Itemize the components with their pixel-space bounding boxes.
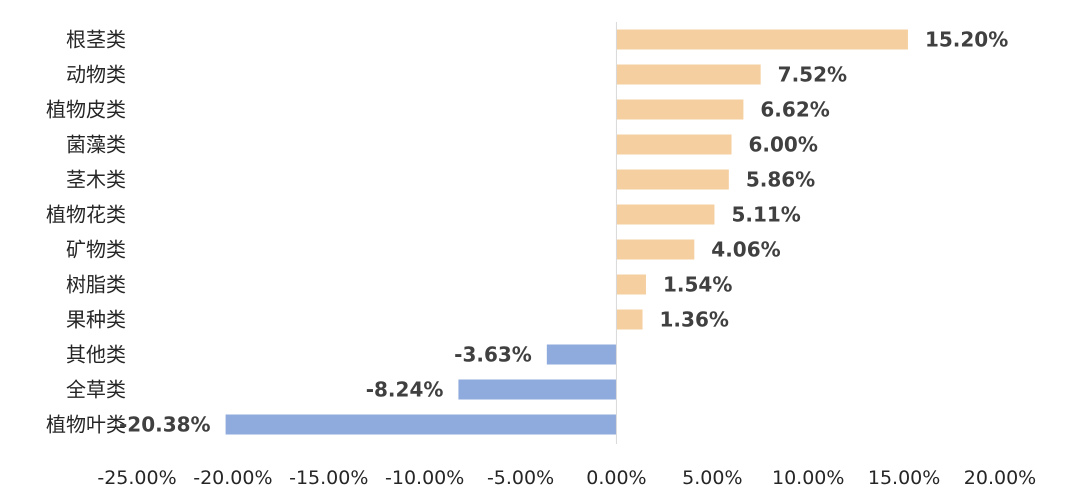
x-tick-label: 15.00%	[868, 467, 940, 489]
bar-1	[616, 29, 908, 50]
x-tick-label: -5.00%	[487, 467, 554, 489]
bar-3	[616, 99, 744, 120]
data-label: 15.20%	[925, 28, 1008, 52]
category-label: 树脂类	[66, 273, 126, 297]
bar-5	[616, 169, 729, 190]
data-label: 1.54%	[663, 273, 732, 297]
data-label: 5.86%	[746, 168, 815, 192]
x-tick-label: -20.00%	[193, 467, 272, 489]
data-label: 1.36%	[660, 308, 729, 332]
data-label: 5.11%	[731, 203, 800, 227]
bar-4	[616, 134, 732, 155]
x-tick-label: -15.00%	[289, 467, 368, 489]
data-label: -3.63%	[454, 343, 532, 367]
category-label: 果种类	[66, 308, 126, 332]
data-label: -20.38%	[119, 413, 211, 437]
category-label: 植物花类	[46, 203, 126, 227]
bar-8	[616, 274, 646, 295]
x-tick-label: -10.00%	[385, 467, 464, 489]
bar-10	[546, 344, 617, 365]
category-label: 植物叶类	[46, 413, 126, 437]
bar-2	[616, 64, 761, 85]
data-label: -8.24%	[366, 378, 444, 402]
category-label: 植物皮类	[46, 98, 126, 122]
category-label: 茎木类	[66, 168, 126, 192]
bar-11	[458, 379, 617, 400]
bar-7	[616, 239, 695, 260]
bar-9	[616, 309, 643, 330]
x-tick-label: -25.00%	[97, 467, 176, 489]
data-label: 6.62%	[760, 98, 829, 122]
data-label: 6.00%	[749, 133, 818, 157]
category-label: 矿物类	[66, 238, 126, 262]
bar-12	[225, 414, 617, 435]
bar-6	[616, 204, 715, 225]
category-label: 其他类	[66, 343, 126, 367]
category-label: 动物类	[66, 63, 126, 87]
data-label: 4.06%	[711, 238, 780, 262]
category-label: 根茎类	[66, 28, 126, 52]
category-label: 菌藻类	[66, 133, 126, 157]
x-tick-label: 10.00%	[772, 467, 844, 489]
category-label: 全草类	[66, 378, 126, 402]
x-tick-label: 20.00%	[964, 467, 1036, 489]
x-tick-label: 0.00%	[586, 467, 646, 489]
data-label: 7.52%	[778, 63, 847, 87]
x-tick-label: 5.00%	[682, 467, 742, 489]
